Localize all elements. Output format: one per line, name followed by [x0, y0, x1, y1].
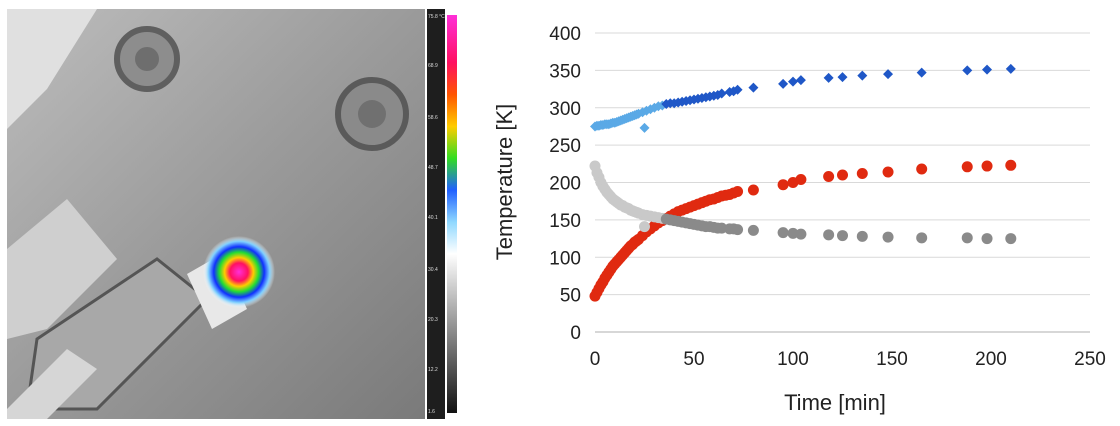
circle-point	[747, 224, 759, 236]
colorbar-tick: 48.7	[428, 165, 438, 171]
tick-labels: 0 50 100 150 200 250 300 350 400 0 50 100 150 200 250	[549, 24, 1106, 370]
thermal-image: 75.8 °C 68.9 58.6 48.7 40.1 30.4 20.3 12…	[7, 9, 459, 419]
diamond-point	[778, 78, 789, 89]
diamond-point	[823, 72, 834, 83]
x-tick-label: 200	[975, 349, 1007, 370]
diamond-point	[883, 69, 894, 80]
circle-point	[856, 168, 868, 180]
y-tick-label: 50	[560, 286, 581, 307]
y-tick-label: 100	[549, 248, 581, 269]
circle-point	[747, 184, 759, 196]
circle-point	[916, 163, 928, 175]
circle-point	[716, 222, 728, 234]
y-tick-label: 400	[549, 24, 581, 45]
x-tick-label: 150	[876, 349, 908, 370]
x-tick-label: 50	[683, 349, 704, 370]
circle-point	[823, 229, 835, 241]
y-tick-label: 0	[570, 323, 581, 344]
diamond-point	[716, 88, 727, 99]
colorbar-tick: 30.4	[428, 267, 438, 273]
x-tick-label: 250	[1074, 349, 1106, 370]
y-tick-label: 350	[549, 61, 581, 82]
circle-point	[981, 233, 993, 245]
diamond-point	[712, 90, 723, 101]
diamond-point	[982, 64, 993, 75]
x-tick-label: 100	[777, 349, 809, 370]
y-tick-label: 300	[549, 99, 581, 120]
data-points	[589, 63, 1017, 302]
circle-point	[1005, 233, 1017, 245]
circle-point	[732, 224, 744, 236]
diamond-point	[732, 84, 743, 95]
circle-point	[961, 232, 973, 244]
diamond-point	[637, 107, 648, 118]
colorbar-tick: 12.2	[428, 367, 438, 373]
y-tick-label: 250	[549, 136, 581, 157]
circle-point	[1005, 159, 1017, 171]
diamond-point	[857, 70, 868, 81]
diamond-point	[649, 102, 660, 113]
diamond-point	[837, 72, 848, 83]
colorbar-tick: 20.3	[428, 317, 438, 323]
circle-point	[837, 169, 848, 181]
temperature-chart: 0 50 100 150 200 250 300 350 400 0 50 100 150 200 250 …	[480, 0, 1115, 421]
circle-point	[795, 228, 807, 240]
thermal-image-drawing: 75.8 °C 68.9 58.6 48.7 40.1 30.4 20.3 12…	[7, 9, 457, 419]
colorbar-tick: 40.1	[428, 215, 438, 221]
y-tick-label: 200	[549, 174, 581, 195]
x-axis-label: Time [min]	[784, 390, 886, 415]
circle-point	[961, 161, 973, 173]
y-axis-label: Temperature [K]	[492, 104, 517, 261]
y-tick-label: 150	[549, 211, 581, 232]
diamond-point	[962, 65, 973, 76]
circle-point	[981, 160, 993, 172]
diamond-point	[916, 67, 927, 78]
circle-point	[732, 185, 744, 197]
x-tick-label: 0	[590, 349, 601, 370]
colorbar-tick: 1.6	[428, 409, 435, 415]
circle-point	[882, 231, 894, 243]
circle-point	[916, 232, 928, 244]
circle-point	[795, 174, 807, 186]
colorbar-tick: 58.6	[428, 115, 438, 121]
diamond-point	[1005, 63, 1016, 74]
diamond-point	[795, 75, 806, 86]
circle-point	[837, 230, 848, 242]
circle-point	[777, 227, 789, 239]
circle-point	[639, 221, 650, 233]
diamond-point	[639, 122, 650, 133]
circle-point	[787, 227, 799, 239]
diamond-point	[788, 76, 798, 87]
colorbar-tick: 75.8 °C	[428, 14, 445, 20]
colorbar-tick: 68.9	[428, 63, 438, 69]
circle-point	[777, 179, 789, 191]
diamond-point	[748, 82, 759, 93]
circle-point	[882, 166, 894, 178]
circle-point	[856, 230, 868, 242]
circle-point	[823, 171, 835, 183]
